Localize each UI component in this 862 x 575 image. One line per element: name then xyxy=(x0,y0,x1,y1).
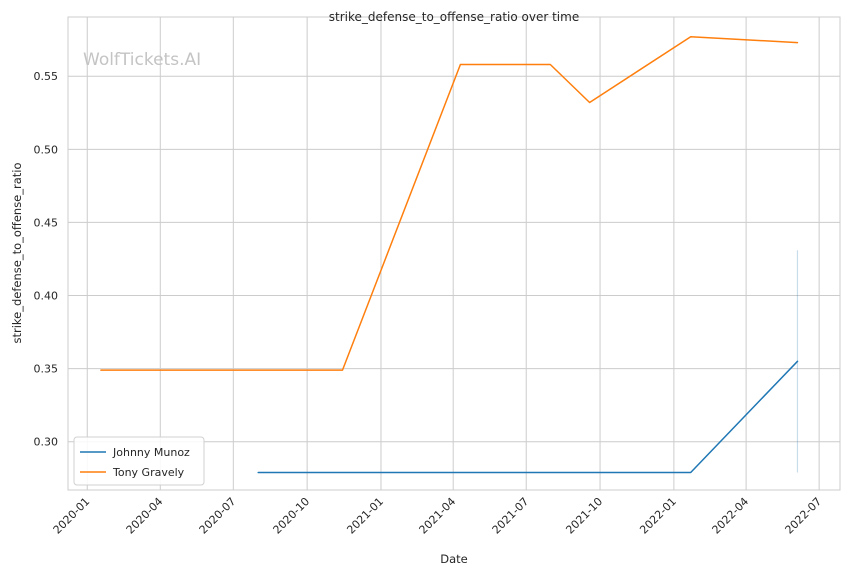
watermark-text: WolfTickets.AI xyxy=(83,50,201,70)
y-tick-label: 0.40 xyxy=(34,290,59,303)
series-line-tony-gravely xyxy=(100,35,799,371)
x-tick-label: 2022-01 xyxy=(637,495,679,537)
x-tick-label: 2020-01 xyxy=(51,495,93,537)
x-tick-label: 2022-04 xyxy=(710,495,752,537)
x-tick-label: 2020-10 xyxy=(271,495,313,537)
y-tick-labels: 0.30 0.35 0.40 0.45 0.50 0.55 xyxy=(34,70,59,449)
legend: Johnny Munoz Tony Gravely xyxy=(73,436,205,486)
series-lines xyxy=(100,35,799,474)
legend-box xyxy=(73,436,205,486)
y-tick-label: 0.55 xyxy=(34,70,59,83)
x-tick-labels: 2020-01 2020-04 2020-07 2020-10 2021-01 2021-… xyxy=(51,495,825,537)
plot-background xyxy=(68,17,840,490)
series-line-johnny-munoz xyxy=(257,360,799,474)
x-tick-label: 2021-04 xyxy=(417,495,459,537)
legend-label-tony-gravely: Tony Gravely xyxy=(112,466,185,479)
y-axis-title: strike_defense_to_offense_ratio xyxy=(10,162,24,343)
x-tick-label: 2022-07 xyxy=(783,495,825,537)
x-tick-label: 2021-10 xyxy=(563,495,605,537)
y-tick-label: 0.50 xyxy=(34,143,59,156)
chart-title: strike_defense_to_offense_ratio over tim… xyxy=(329,10,579,24)
x-tick-label: 2021-01 xyxy=(344,495,386,537)
x-tick-label: 2020-04 xyxy=(124,495,166,537)
y-tick-label: 0.35 xyxy=(34,363,59,376)
y-tick-label: 0.45 xyxy=(34,216,59,229)
x-axis-title: Date xyxy=(440,552,468,566)
legend-label-johnny-munoz: Johnny Munoz xyxy=(112,446,190,459)
plot-frame xyxy=(67,16,841,491)
x-tick-label: 2021-07 xyxy=(490,495,532,537)
x-tick-label: 2020-07 xyxy=(197,495,239,537)
y-tick-label: 0.30 xyxy=(34,436,59,449)
